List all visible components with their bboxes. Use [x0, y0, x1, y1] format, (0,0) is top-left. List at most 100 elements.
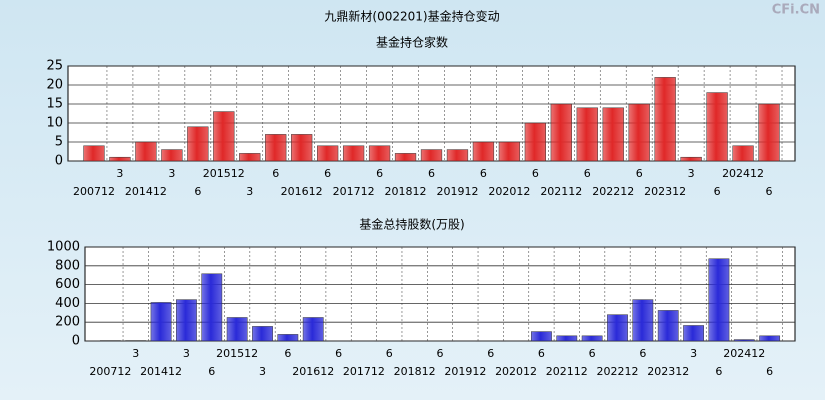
bar	[602, 107, 624, 162]
x-tick-label: 202312	[644, 185, 686, 198]
y-tick-label: 200	[55, 315, 80, 330]
x-tick-label: 200712	[89, 365, 131, 378]
bar	[680, 156, 702, 162]
x-tick-label: 201412	[140, 365, 182, 378]
x-tick-label: 6	[272, 167, 279, 180]
x-tick-label: 3	[690, 347, 697, 360]
y-tick-label: 600	[55, 277, 80, 292]
x-tick-label: 201712	[343, 365, 385, 378]
watermark: CFi.CN	[772, 3, 820, 18]
x-tick-label: 200712	[73, 185, 115, 198]
bar	[291, 134, 313, 162]
x-tick-label: 3	[183, 347, 190, 360]
y-tick-label: 15	[46, 97, 63, 112]
x-tick-label: 6	[335, 347, 342, 360]
x-tick-label: 6	[715, 365, 722, 378]
x-tick-label: 6	[324, 167, 331, 180]
x-tick-label: 201612	[292, 365, 334, 378]
x-tick-label: 3	[259, 365, 266, 378]
bar	[556, 335, 578, 342]
x-tick-label: 201812	[394, 365, 436, 378]
x-tick-label: 202012	[495, 365, 537, 378]
x-tick-label: 202212	[597, 365, 639, 378]
x-tick-label: 6	[766, 185, 773, 198]
x-tick-label: 201412	[125, 185, 167, 198]
bar	[733, 339, 755, 342]
y-tick-label: 0	[72, 334, 80, 349]
x-tick-label: 6	[639, 347, 646, 360]
bar	[550, 103, 572, 162]
x-tick-label: 201512	[203, 167, 245, 180]
x-tick-label: 6	[589, 347, 596, 360]
bar	[446, 149, 469, 162]
y-tick-label: 25	[46, 59, 63, 74]
bar	[683, 325, 704, 342]
x-tick-label: 201712	[333, 185, 375, 198]
x-tick-label: 3	[168, 167, 175, 180]
bar	[472, 141, 495, 162]
bar	[531, 331, 552, 342]
bar	[581, 335, 603, 342]
bar	[135, 141, 157, 162]
bar	[758, 103, 780, 162]
x-tick-label: 201912	[436, 185, 478, 198]
bar	[524, 122, 546, 162]
bar	[187, 126, 209, 162]
plot-area	[67, 65, 796, 162]
bar	[732, 145, 754, 162]
x-tick-label: 202312	[647, 365, 689, 378]
y-tick-label: 10	[46, 116, 63, 131]
bar	[265, 134, 287, 162]
bar	[632, 299, 654, 342]
x-tick-label: 201812	[385, 185, 427, 198]
bar	[226, 317, 248, 342]
x-tick-label: 6	[487, 347, 494, 360]
x-tick-label: 3	[246, 185, 253, 198]
bar	[109, 156, 131, 162]
bar	[394, 153, 417, 162]
x-tick-label: 3	[132, 347, 139, 360]
bar	[654, 77, 676, 162]
x-tick-label: 6	[584, 167, 591, 180]
bar	[342, 145, 365, 162]
bar	[317, 145, 339, 162]
bar	[368, 145, 391, 162]
x-tick-label: 202212	[592, 185, 634, 198]
x-tick-label: 201912	[444, 365, 486, 378]
x-tick-label: 201512	[216, 347, 258, 360]
bar	[759, 335, 781, 342]
y-tick-label: 0	[55, 154, 63, 169]
y-tick-label: 1000	[47, 240, 80, 255]
x-tick-label: 6	[208, 365, 215, 378]
x-tick-label: 6	[194, 185, 201, 198]
x-tick-label: 202112	[540, 185, 582, 198]
page-title: 九鼎新材(002201)基金持仓变动	[324, 9, 499, 24]
y-tick-label: 400	[55, 296, 80, 311]
x-tick-label: 202112	[546, 365, 588, 378]
bar	[176, 299, 197, 342]
x-tick-label: 201612	[281, 185, 323, 198]
bar	[161, 149, 183, 162]
bar	[83, 145, 105, 162]
bar	[657, 310, 679, 342]
bar	[252, 326, 273, 342]
bar	[302, 317, 324, 342]
bar	[420, 149, 443, 162]
bar	[277, 334, 299, 342]
x-tick-label: 6	[714, 185, 721, 198]
x-tick-label: 6	[538, 347, 545, 360]
bar	[150, 302, 172, 342]
x-tick-label: 3	[688, 167, 695, 180]
bar	[201, 273, 223, 342]
bar	[498, 141, 521, 162]
bar	[607, 314, 628, 342]
y-tick-label: 800	[55, 258, 80, 273]
bar	[628, 103, 650, 162]
x-tick-label: 6	[532, 167, 539, 180]
x-tick-label: 6	[437, 347, 444, 360]
chart-title: 基金持仓家数	[376, 35, 448, 50]
x-tick-label: 6	[284, 347, 291, 360]
bar	[239, 153, 261, 162]
x-tick-label: 202412	[722, 167, 764, 180]
